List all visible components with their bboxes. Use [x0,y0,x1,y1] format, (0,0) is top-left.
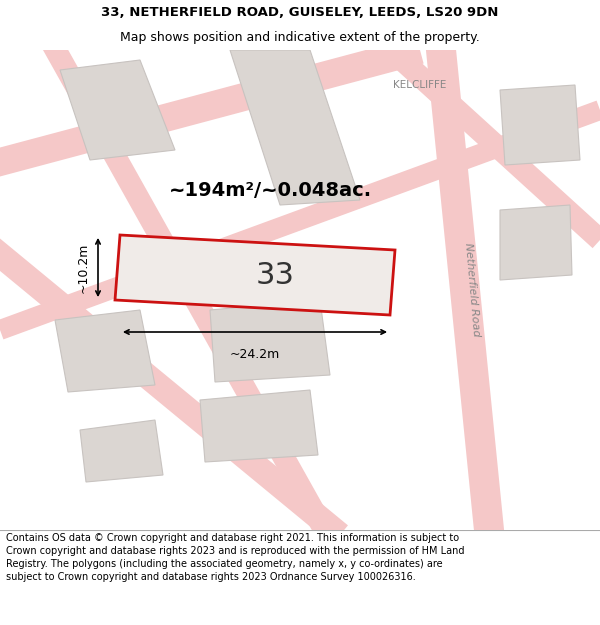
Polygon shape [55,310,155,392]
Polygon shape [80,420,163,482]
Text: 33: 33 [256,261,295,289]
Polygon shape [115,235,395,315]
Text: ~194m²/~0.048ac.: ~194m²/~0.048ac. [169,181,371,199]
Polygon shape [500,85,580,165]
Text: KELCLIFFE: KELCLIFFE [394,80,446,90]
Polygon shape [0,101,600,339]
Text: 33, NETHERFIELD ROAD, GUISELEY, LEEDS, LS20 9DN: 33, NETHERFIELD ROAD, GUISELEY, LEEDS, L… [101,6,499,19]
Polygon shape [40,34,340,546]
Polygon shape [0,221,348,544]
Polygon shape [210,300,330,382]
Polygon shape [0,36,424,184]
Polygon shape [425,39,505,541]
Text: Map shows position and indicative extent of the property.: Map shows position and indicative extent… [120,31,480,44]
Text: Netherfield Road: Netherfield Road [463,242,481,338]
Polygon shape [200,390,318,462]
Polygon shape [230,50,360,205]
Polygon shape [500,205,572,280]
Polygon shape [60,60,175,160]
Text: ~10.2m: ~10.2m [77,242,90,292]
Text: Contains OS data © Crown copyright and database right 2021. This information is : Contains OS data © Crown copyright and d… [6,533,464,582]
Text: ~24.2m: ~24.2m [230,348,280,361]
Polygon shape [373,32,600,248]
